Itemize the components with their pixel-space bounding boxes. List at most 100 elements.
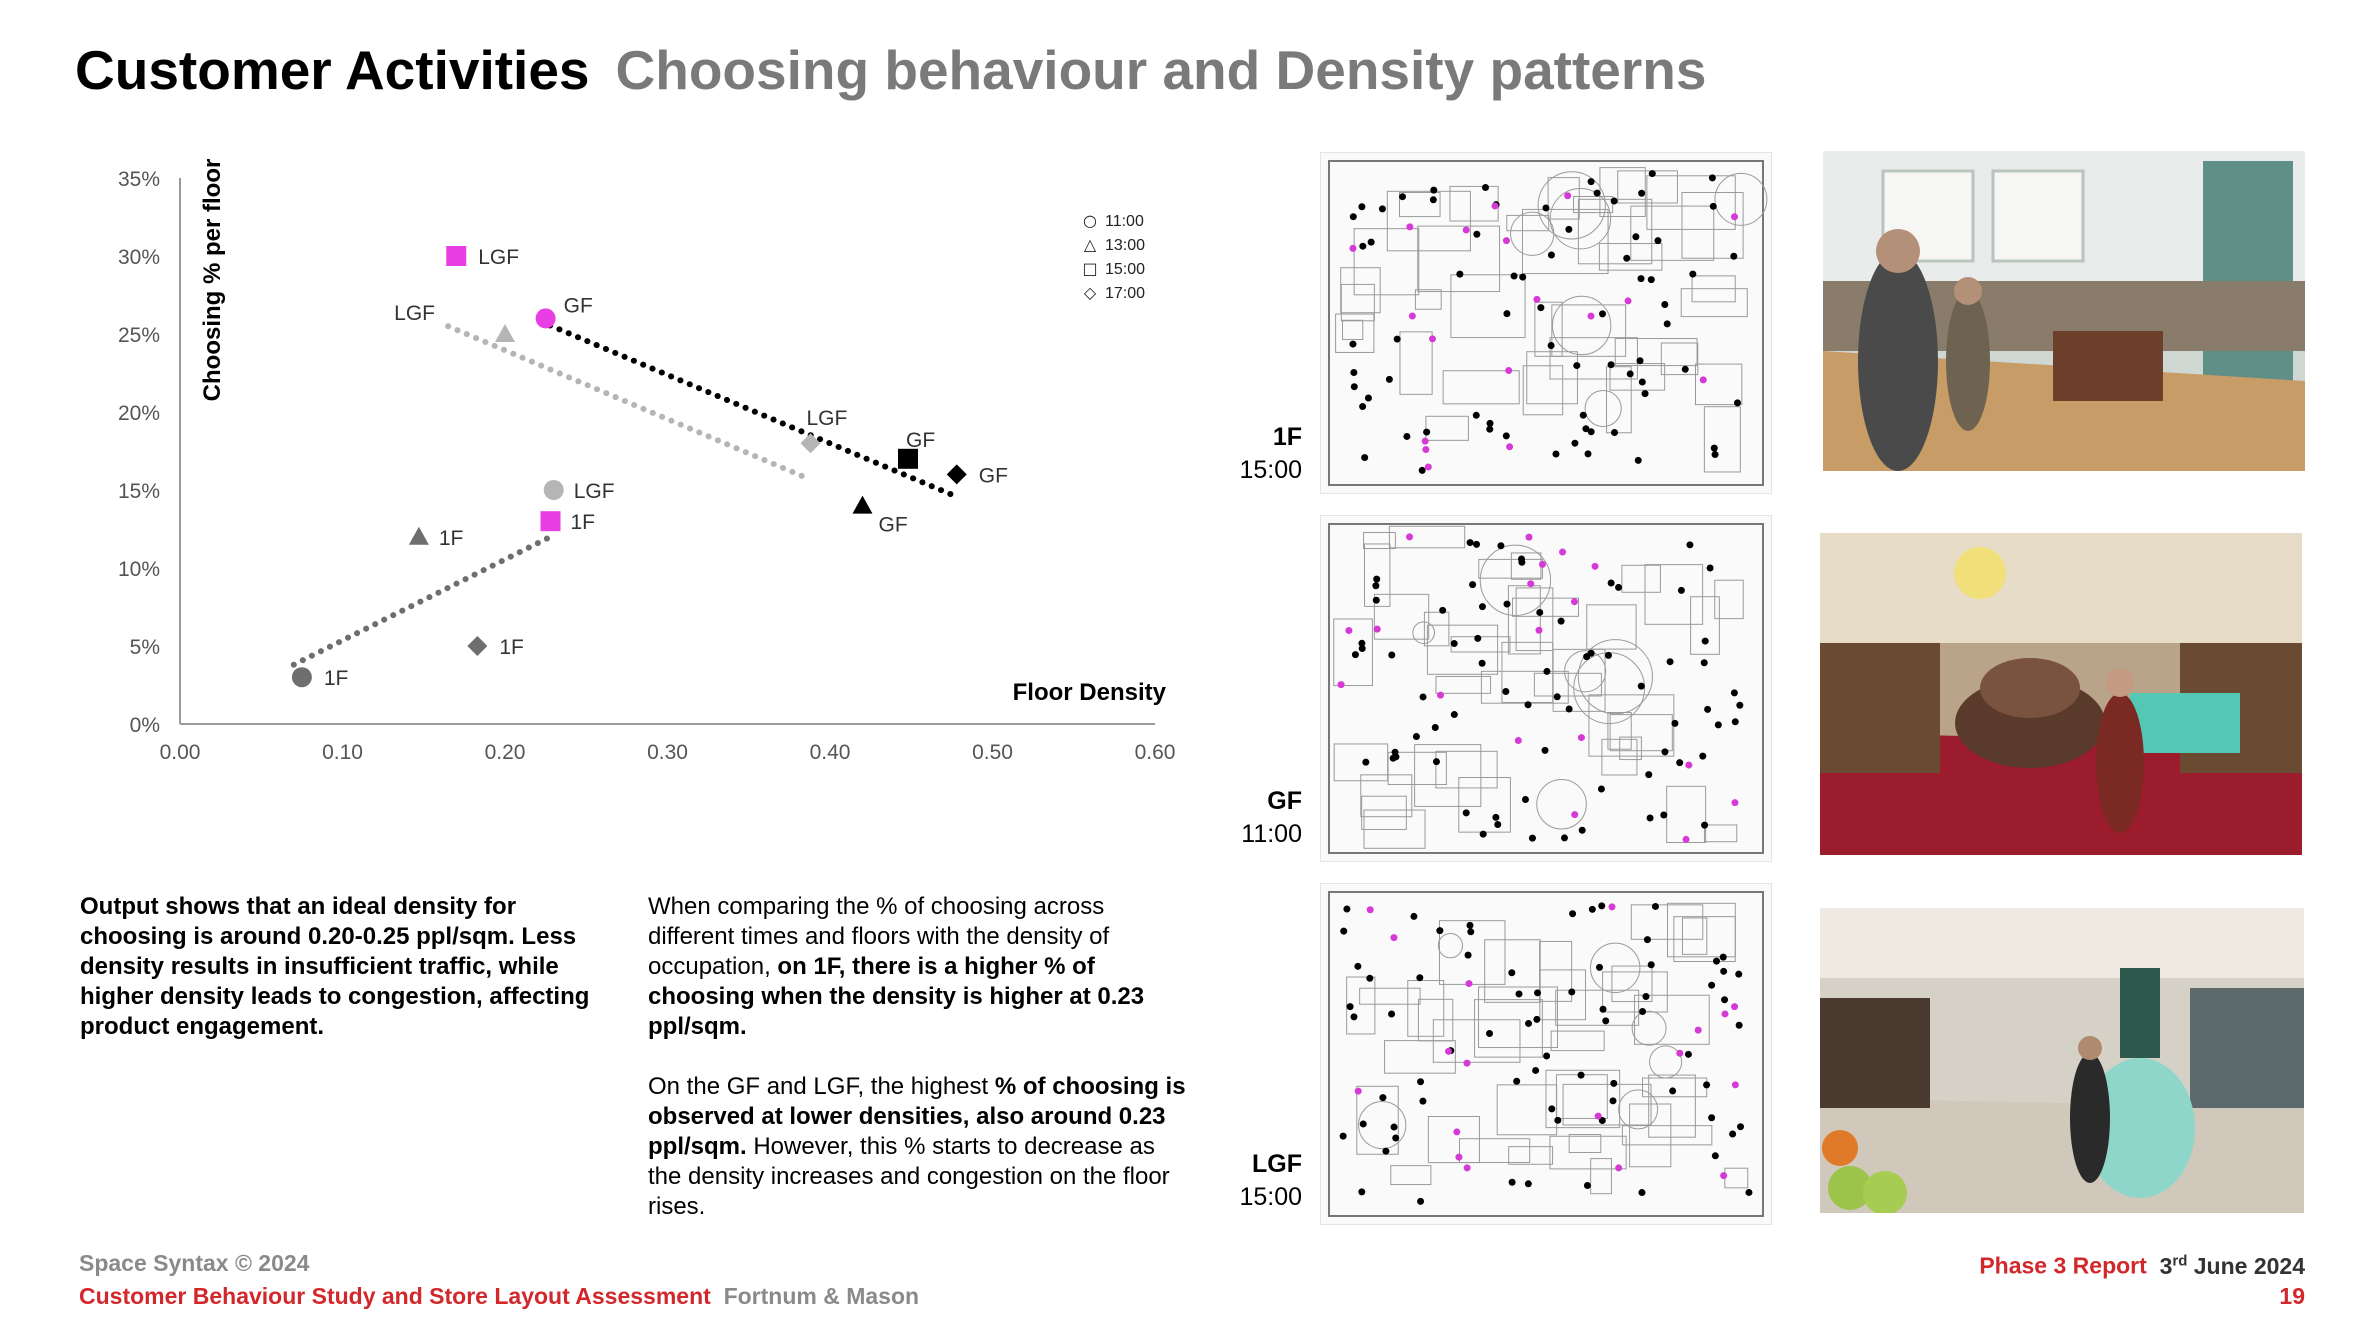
person-dot (1598, 902, 1606, 910)
person-dot (1634, 456, 1642, 464)
plan-room (1353, 228, 1420, 296)
x-tick-label: 0.40 (810, 741, 851, 764)
data-point-circle (291, 667, 312, 688)
choosing-dot (1491, 202, 1499, 210)
person-dot (1423, 428, 1431, 436)
title-main: Customer Activities (75, 39, 590, 101)
person-dot (1663, 320, 1671, 328)
person-dot (1382, 1147, 1390, 1155)
floor-plan-gf (1320, 515, 1772, 862)
legend-label: 15:00 (1105, 261, 1145, 278)
person-dot (1340, 927, 1348, 935)
data-point-diamond (800, 433, 821, 454)
plan-room (1442, 370, 1520, 405)
person-dot (1359, 242, 1367, 250)
person-dot (1573, 362, 1581, 370)
person-dot (1419, 693, 1427, 701)
footer-report: Phase 3 Report 3rd June 2024 (1979, 1252, 2305, 1280)
person-dot (1399, 193, 1407, 201)
person-dot (1366, 974, 1374, 982)
plan-room (1398, 191, 1441, 218)
choosing-dot (1390, 934, 1398, 942)
choosing-dot (1345, 626, 1353, 634)
plan-room (1547, 177, 1580, 220)
person-dot (1385, 375, 1393, 383)
plan-room (1634, 994, 1710, 1045)
plan-room (1335, 313, 1375, 353)
person-dot (1358, 1188, 1366, 1196)
plan-floor: GF (1267, 787, 1302, 815)
choosing-dot (1571, 811, 1579, 819)
person-dot (1547, 251, 1555, 259)
choosing-dot (1406, 533, 1414, 541)
person-dot (1708, 174, 1716, 182)
person-dot (1638, 1189, 1646, 1197)
person-dot (1731, 718, 1739, 726)
plan-room (1373, 593, 1430, 640)
person-dot (1528, 834, 1536, 842)
person-dot (1547, 342, 1555, 350)
person-dot (1412, 733, 1420, 741)
choosing-dot (1694, 1026, 1702, 1034)
p1-bold: on 1F, there is a higher % of choosing w… (648, 953, 1145, 1040)
person-dot (1609, 1097, 1617, 1105)
person-dot (1508, 969, 1516, 977)
person-dot (1729, 1130, 1737, 1138)
person-dot (1568, 988, 1576, 996)
person-dot (1486, 419, 1494, 427)
floor-plan-lgf (1320, 883, 1772, 1225)
floor-plan-1f (1320, 152, 1772, 494)
store-photo-drawing (1820, 533, 2302, 855)
plan-room (1629, 1103, 1672, 1168)
choosing-dot (1424, 463, 1432, 471)
choosing-dot (1731, 213, 1739, 221)
person-dot (1350, 368, 1358, 376)
person-dot (1615, 583, 1623, 591)
choosing-dot (1337, 681, 1345, 689)
person-dot (1584, 450, 1592, 458)
choosing-dot (1437, 691, 1445, 699)
person-dot (1536, 608, 1544, 616)
data-point-label: 1F (571, 511, 596, 534)
plan-room (1521, 208, 1609, 275)
person-dot (1557, 617, 1565, 625)
person-dot (1467, 928, 1475, 936)
plan-room (1510, 552, 1542, 580)
plan-room (1690, 596, 1720, 655)
person-dot (1462, 809, 1470, 817)
plan-label-1f: 1F 15:00 (1212, 421, 1302, 487)
person-dot (1610, 197, 1618, 205)
floor-plan-drawing (1328, 891, 1764, 1217)
choosing-dot (1624, 297, 1632, 305)
legend-label: 17:00 (1105, 285, 1145, 302)
person-dot (1359, 403, 1367, 411)
person-dot (1390, 1123, 1398, 1131)
person-dot (1466, 539, 1474, 547)
person-dot (1416, 974, 1424, 982)
person-dot (1378, 205, 1386, 213)
plan-room (1356, 1085, 1399, 1155)
plan-room (1714, 579, 1744, 620)
data-point-label: 1F (324, 667, 349, 690)
choosing-dot (1533, 295, 1541, 303)
person-dot (1719, 953, 1727, 961)
plan-room (1360, 774, 1413, 818)
person-dot (1372, 582, 1380, 590)
person-dot (1598, 1117, 1606, 1125)
plan-round-fixture (1537, 171, 1606, 240)
person-dot (1577, 1071, 1585, 1079)
plan-room (1361, 795, 1407, 830)
plan-room (1681, 191, 1744, 259)
plan-room (1602, 971, 1668, 1013)
legend-label: 11:00 (1105, 213, 1144, 230)
plan-room (1342, 319, 1364, 340)
choosing-dot (1463, 1059, 1471, 1067)
plan-room (1458, 1138, 1531, 1164)
person-dot (1525, 1019, 1533, 1027)
person-dot (1473, 540, 1481, 548)
floor-plan-drawing (1328, 160, 1768, 486)
person-dot (1611, 429, 1619, 437)
legend-triangle-icon: △ (1084, 235, 1097, 254)
plan-round-fixture (1618, 1089, 1659, 1130)
person-dot (1388, 1010, 1396, 1018)
